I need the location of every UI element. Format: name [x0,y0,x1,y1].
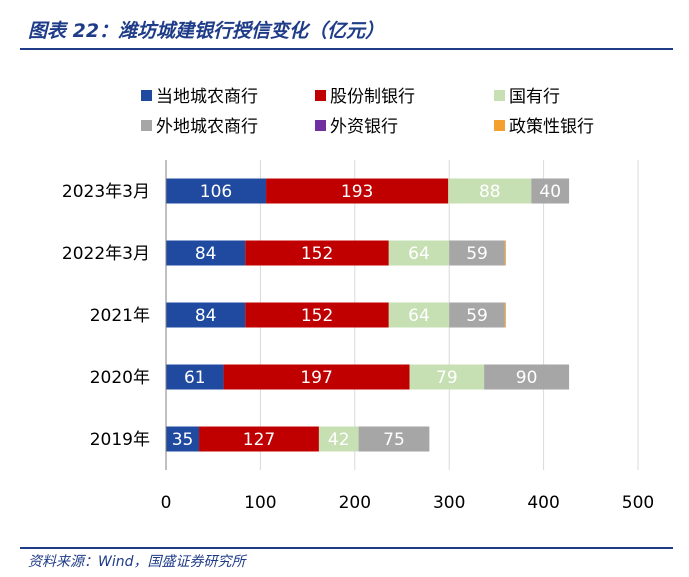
data-label: 88 [479,182,501,202]
bar-segment [223,364,410,390]
x-tick-label: 200 [339,493,371,513]
bar-segment [245,302,389,328]
bar-segment [504,240,506,266]
data-label: 64 [408,306,430,326]
data-label: 197 [300,368,332,388]
bar-segment [166,426,200,452]
data-label: 59 [466,244,488,264]
category-label: 2021年 [90,306,150,326]
category-label: 2022年3月 [62,244,150,264]
bar-segment [245,240,389,266]
x-tick-label: 300 [433,493,465,513]
bar-segment [166,240,246,266]
legend-swatch [494,90,505,101]
bar-segment [166,302,246,328]
legend-swatch [315,120,326,131]
bar-segment [166,364,224,390]
data-label: 84 [195,306,217,326]
x-tick-label: 400 [527,493,559,513]
data-label: 75 [383,430,405,450]
legend-label: 外地城农商行 [156,117,258,137]
bar-segment [449,302,505,328]
bar-segment [166,178,267,204]
data-label: 84 [195,244,217,264]
legend-swatch [494,120,505,131]
data-label: 35 [172,430,194,450]
bar-segment [358,426,430,452]
legend-swatch [141,120,152,131]
bar-segment [448,178,532,204]
legend-swatch [141,90,152,101]
x-tick-label: 500 [622,493,654,513]
data-label: 59 [466,306,488,326]
bar-segment [266,178,449,204]
source-note: 资料来源：Wind，国盛证券研究所 [28,554,246,570]
title-divider [20,48,673,50]
bars: 106 193 88 40 84 152 64 59 84 152 64 59 61 197 79 90 35 1… [166,178,570,452]
data-label: 152 [301,244,333,264]
data-label: 106 [200,182,232,202]
data-label: 40 [539,182,561,202]
bar-segment [484,364,570,390]
legend-label: 政策性银行 [509,117,594,137]
legend-label: 当地城农商行 [156,87,258,107]
data-label: 152 [301,306,333,326]
data-label: 61 [184,368,206,388]
bar-segment [388,240,450,266]
legend-label: 国有行 [509,87,560,107]
category-label: 2020年 [90,368,150,388]
data-label: 79 [436,368,458,388]
x-tick-label: 100 [244,493,276,513]
data-label: 42 [328,430,350,450]
data-label: 193 [341,182,373,202]
legend-label: 股份制银行 [330,87,415,107]
data-label: 64 [408,244,430,264]
bar-segment [504,302,506,328]
category-label: 2023年3月 [62,182,150,202]
bar-segment [318,426,359,452]
bar-segment [449,240,505,266]
category-label: 2019年 [90,430,150,450]
axes: 0 100 200 300 400 500 2023年3月 2022年3月 2021年 2020年… [62,160,654,513]
footer-divider [20,547,673,549]
data-label: 90 [516,368,538,388]
bar-segment [531,178,570,204]
bar-segment [388,302,450,328]
legend-swatch [315,90,326,101]
chart-title: 图表 22：潍坊城建银行授信变化（亿元） [28,20,385,42]
bar-segment [199,426,319,452]
legend-label: 外资银行 [330,117,398,137]
x-tick-label: 0 [161,493,172,513]
bar-segment [409,364,485,390]
data-label: 127 [243,430,275,450]
